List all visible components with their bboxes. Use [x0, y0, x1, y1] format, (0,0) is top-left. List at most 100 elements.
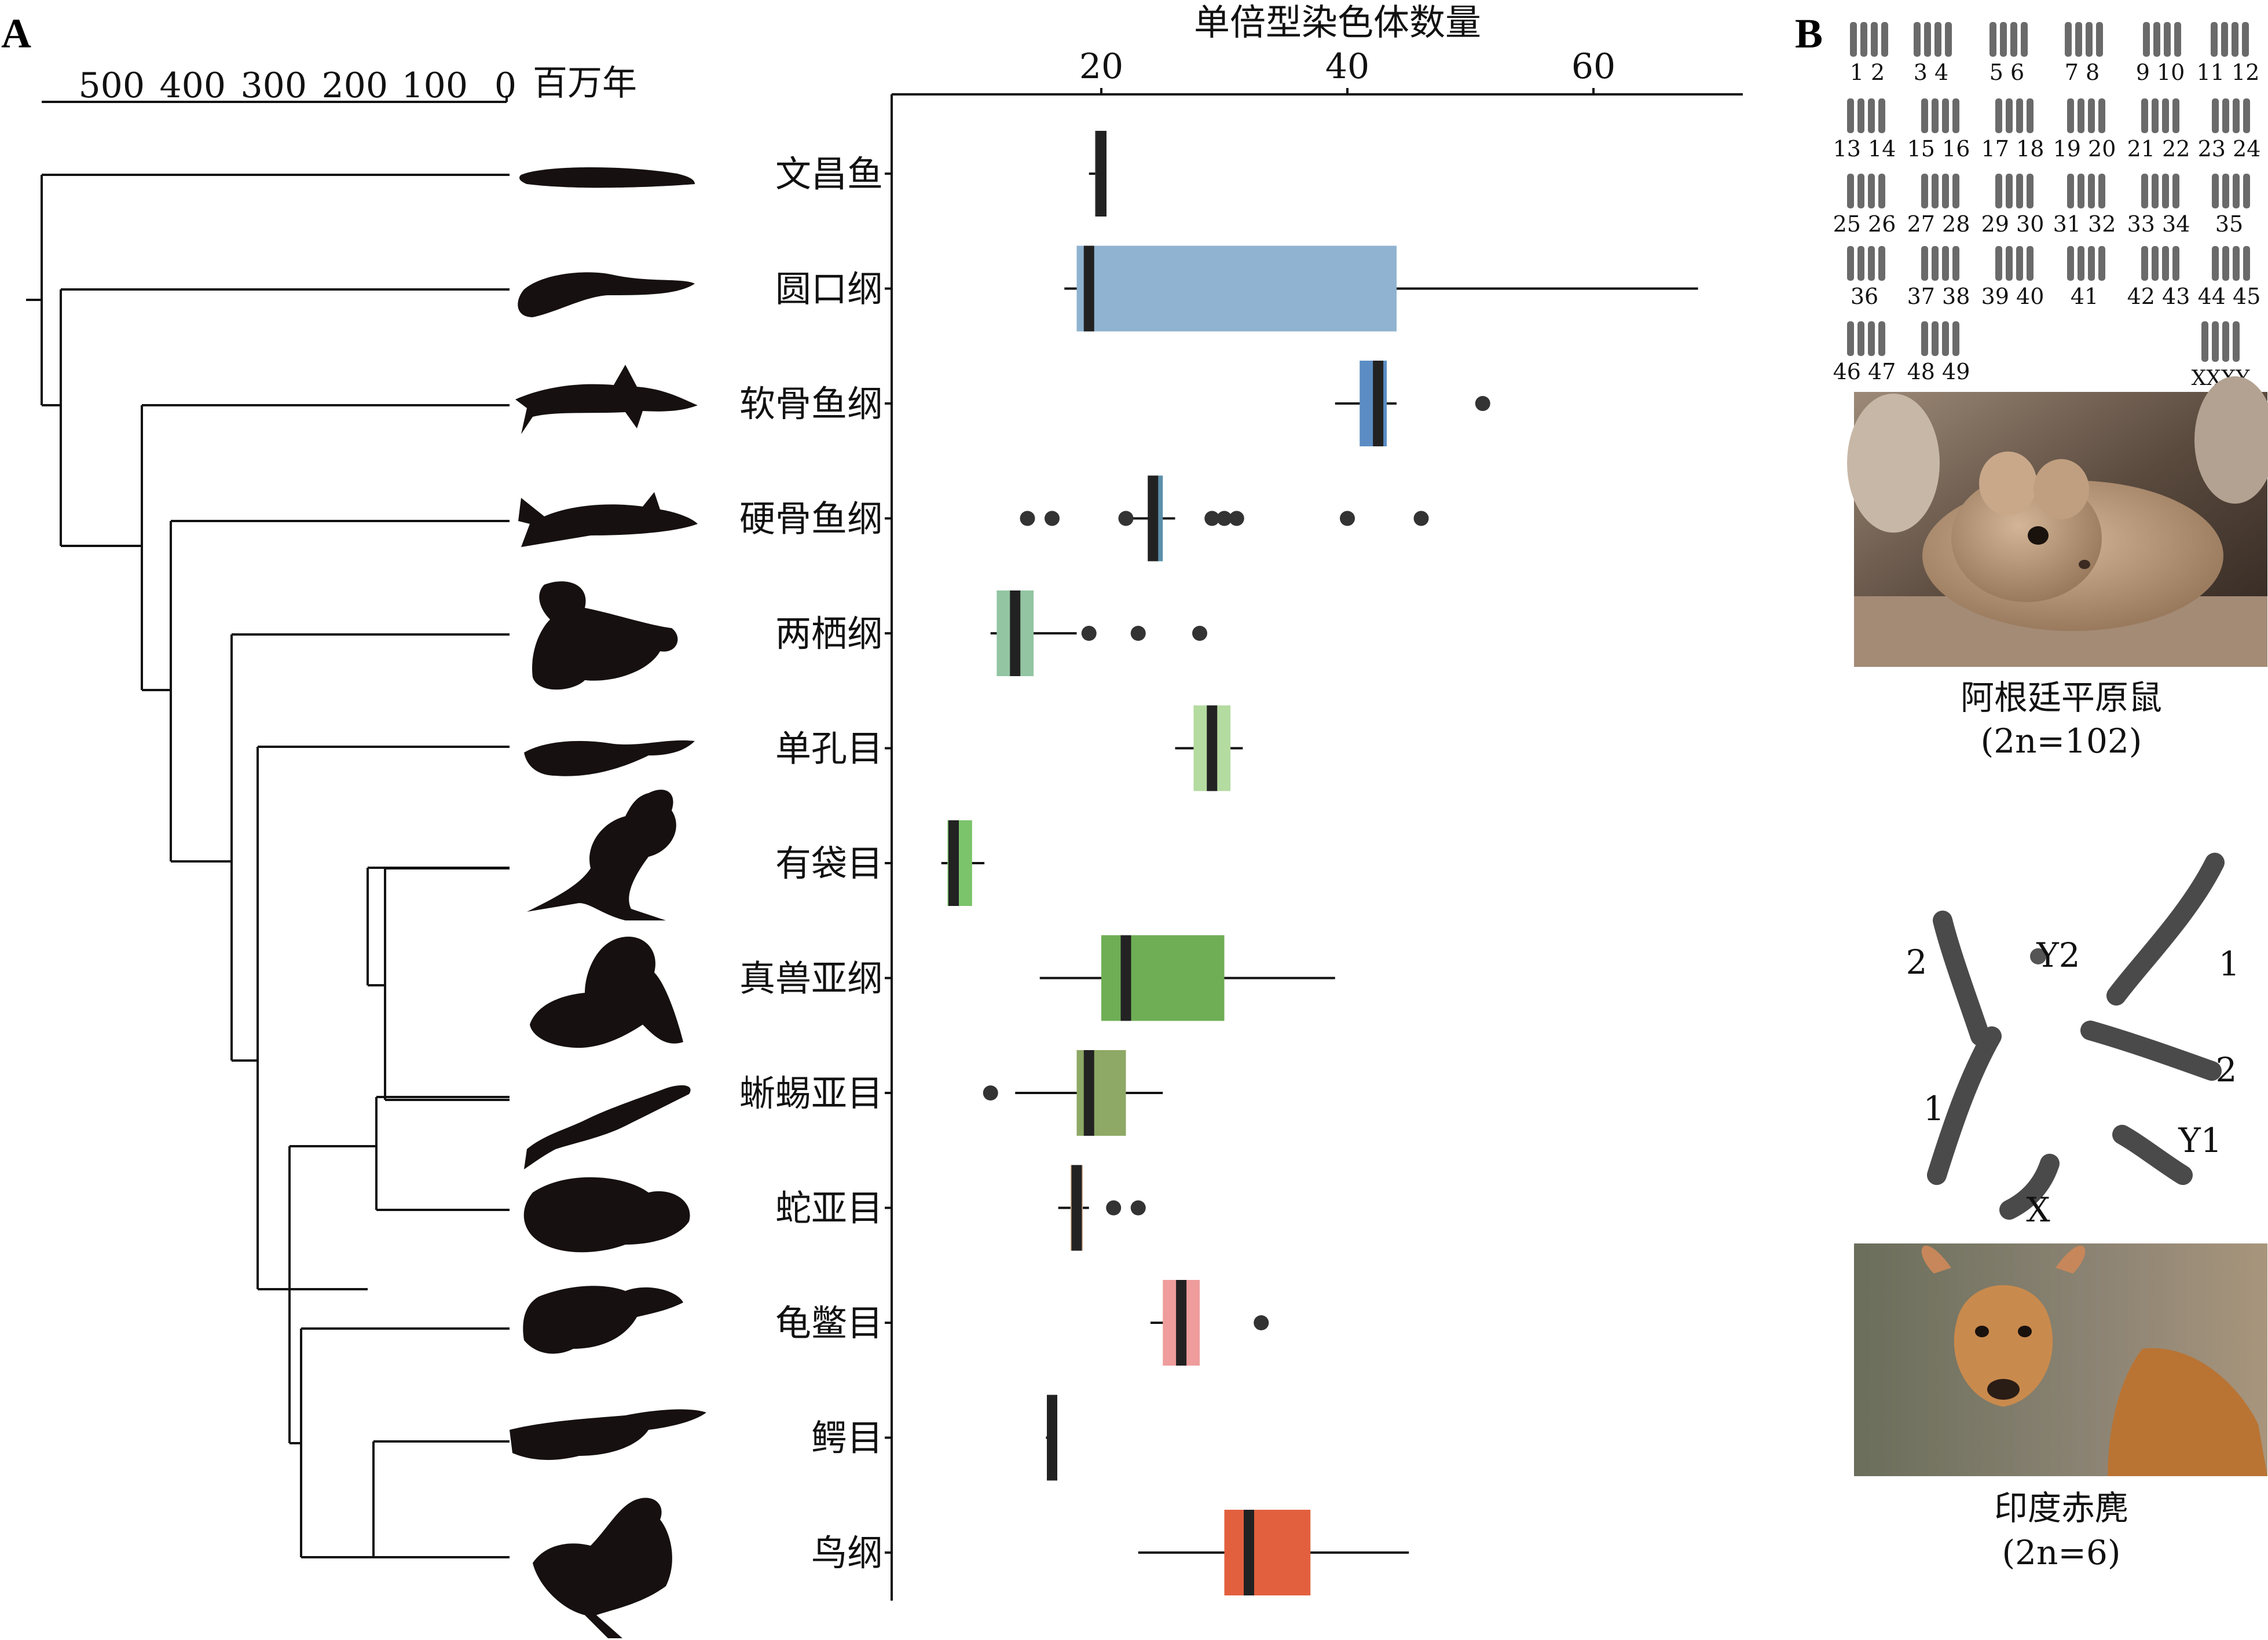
chromosome [1952, 321, 1959, 356]
karyotype-label: 44 45 [2198, 284, 2261, 309]
outlier-point [983, 1085, 998, 1100]
timescale-tick-label: 100 [401, 65, 468, 106]
box-0 [1089, 131, 1106, 217]
box-2 [1335, 361, 1490, 446]
chromosome-label: Y1 [2178, 1121, 2222, 1160]
timescale-tick-label: 0 [494, 65, 516, 106]
timescale-tick-label: 200 [321, 65, 388, 106]
animal-silhouettes [510, 167, 706, 1638]
chromosome [2006, 98, 2013, 133]
rat-photo [1847, 376, 2268, 667]
panel-label-a: A [1, 10, 31, 57]
x-tick-label: 40 [1325, 46, 1369, 87]
animal-silhouette-icon [527, 790, 676, 920]
chromosome [1921, 246, 1928, 281]
rat-name: 阿根廷平原鼠 [1961, 678, 2162, 717]
category-label: 真兽亚纲 [739, 957, 883, 1000]
karyotype-label: 27 28 [1907, 211, 1970, 237]
chromosome [1952, 246, 1959, 281]
animal-silhouette-icon [515, 365, 698, 434]
boxplot-chart: 单倍型染色体数量 20 40 60 文昌鱼圆口纲软骨鱼纲硬骨鱼纲两栖纲单孔目有袋目真… [739, 1, 1743, 1601]
category-label: 软骨鱼纲 [739, 383, 883, 425]
chromosome [1881, 22, 1888, 57]
category-label: 硬骨鱼纲 [739, 498, 883, 540]
median-line [948, 820, 959, 906]
chromosome [1878, 98, 1885, 133]
chromosome [2098, 246, 2105, 281]
outlier-point [1130, 626, 1146, 641]
chromosome [1878, 321, 1885, 356]
chromosome [2067, 174, 2074, 208]
box-5 [1175, 705, 1243, 791]
karyotype-label: 5 6 [1989, 60, 2024, 85]
chromosome [1927, 1026, 2002, 1185]
median-line [1083, 1050, 1094, 1136]
box-6 [941, 820, 985, 906]
chromosome [1952, 98, 1959, 133]
chromosome [2152, 174, 2159, 208]
outlier-point [1045, 511, 1060, 526]
median-line [1244, 1510, 1254, 1595]
chromosome [1868, 321, 1875, 356]
chromosome [2222, 246, 2229, 281]
animal-silhouette-icon [532, 581, 678, 690]
chromosome [2098, 98, 2105, 133]
box-11 [1046, 1395, 1057, 1481]
chromosome [2233, 174, 2240, 208]
category-labels: 文昌鱼圆口纲软骨鱼纲硬骨鱼纲两栖纲单孔目有袋目真兽亚纲蜥蜴亚目蛇亚目龟鳖目鳄目鸟… [739, 153, 892, 1574]
chromosome [1921, 98, 1928, 133]
karyotype-label: 39 40 [1981, 284, 2045, 309]
chromosome [1942, 246, 1949, 281]
outlier-point [1192, 626, 1207, 641]
chromosome [1868, 246, 1875, 281]
chromosome [2086, 22, 2093, 57]
outlier-point [1217, 511, 1232, 526]
chromosome [2143, 22, 2150, 57]
chromosome-label: 2 [2216, 1050, 2237, 1089]
timescale-tick-label: 300 [240, 65, 307, 106]
chromosome [1952, 174, 1959, 208]
box-10 [1151, 1280, 1269, 1366]
chromosome [2010, 22, 2017, 57]
animal-silhouette-icon [519, 167, 695, 188]
chromosome [1878, 246, 1885, 281]
outlier-point [1130, 1200, 1146, 1216]
median-line [1148, 475, 1159, 562]
karyotype-label: 41 [2071, 284, 2098, 309]
chromosome [2162, 98, 2169, 133]
chromosome [1878, 174, 1885, 208]
chromosome [2243, 98, 2250, 133]
chromosome [2098, 174, 2105, 208]
chromosome [1995, 246, 2002, 281]
chromosome [2233, 98, 2240, 133]
chromosome [2006, 246, 2013, 281]
karyotype-label: 29 30 [1981, 211, 2045, 237]
box-iqr [1101, 935, 1225, 1021]
chromosome [1995, 98, 2002, 133]
chromosome [2027, 174, 2033, 208]
timescale-tick-label: 500 [78, 65, 145, 106]
chromosome [1924, 22, 1931, 57]
box-1 [1064, 245, 1698, 332]
rat-chromosome-count: (2n=102) [1981, 721, 2142, 761]
chromosome [1914, 22, 1921, 57]
timescale: 500 400 300 200 100 0 百万年 [42, 63, 637, 106]
karyotype-label: 25 26 [1833, 211, 1896, 237]
outlier-point [1254, 1315, 1269, 1330]
outlier-point [1118, 511, 1134, 526]
karyotype-label: 9 10 [2136, 60, 2185, 85]
animal-silhouette-icon [524, 740, 695, 776]
karyotype-label: 19 20 [2053, 136, 2116, 162]
chromosome-label: Y2 [2036, 935, 2080, 975]
chromosome [2152, 246, 2159, 281]
karyotype-grid: 1 2 3 4 5 6 7 8 9 10 11 12 13 14 15 16 17 18 19 2… [1833, 22, 2261, 390]
chromosome [1999, 1154, 2060, 1220]
chromosome [2174, 22, 2181, 57]
panel-label-b: B [1795, 10, 1823, 57]
chromosome [2021, 22, 2028, 57]
chromosome [1989, 22, 1996, 57]
karyotype-label: 46 47 [1833, 359, 1896, 384]
karyotype-label: 33 34 [2127, 211, 2190, 237]
median-line [1176, 1280, 1187, 1366]
